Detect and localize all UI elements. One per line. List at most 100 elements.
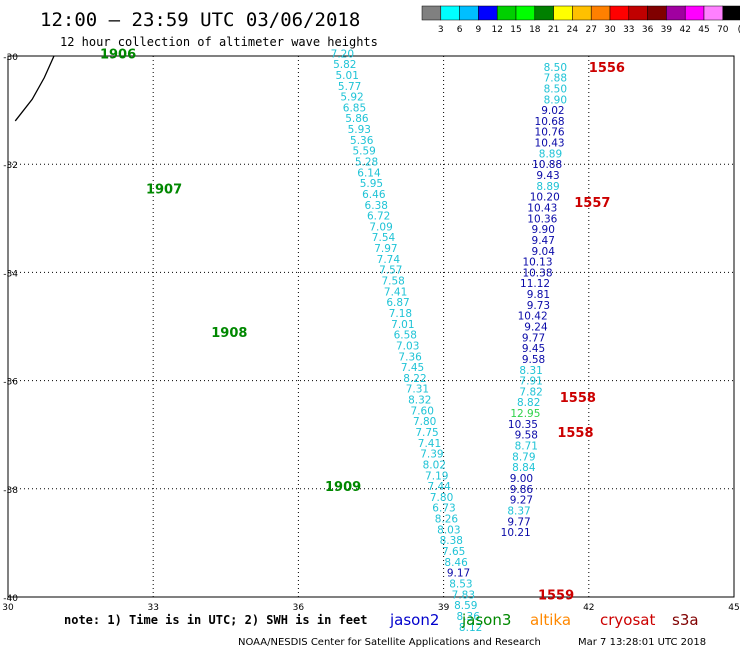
satellite-legend-cryosat: cryosat	[600, 611, 655, 629]
swh-value: 6.58	[394, 330, 417, 342]
swh-value: 6.38	[365, 200, 388, 212]
swh-value: 10.38	[522, 267, 552, 279]
swh-value: 5.77	[338, 81, 361, 93]
swh-value: 5.01	[336, 70, 359, 82]
satellite-legend-altika: altika	[530, 611, 571, 629]
y-tick-label: -36	[3, 378, 18, 388]
colorbar-label: 12	[491, 25, 502, 35]
swh-value: 7.83	[452, 589, 475, 601]
colorbar-label: 9	[476, 25, 482, 35]
swh-value: 10.20	[530, 192, 560, 204]
swh-value: 8.02	[423, 459, 446, 471]
satellite-tracks: 7.205.825.015.775.926.855.865.935.365.59…	[100, 47, 625, 633]
swh-value: 7.01	[391, 319, 414, 331]
swh-value: 8.22	[403, 373, 426, 385]
colorbar-label: 36	[642, 25, 654, 35]
pass-label: 1558	[560, 391, 596, 406]
swh-value: 5.93	[348, 124, 371, 136]
y-tick-label: -30	[3, 53, 18, 63]
swh-value: 11.12	[520, 278, 550, 290]
x-tick-label: 36	[293, 603, 305, 613]
pass-label: 1907	[146, 183, 182, 198]
colorbar-label: 42	[679, 25, 690, 35]
chart-subtitle: 12 hour collection of altimeter wave hei…	[60, 35, 378, 49]
colorbar-swatch	[609, 5, 630, 21]
swh-value: 10.76	[535, 127, 565, 139]
pass-label: 1559	[538, 588, 574, 603]
swh-value: 8.38	[440, 535, 463, 547]
chart-title: 12:00 – 23:59 UTC 03/06/2018	[40, 9, 360, 31]
swh-value: 9.45	[522, 343, 545, 355]
colorbar-label: 24	[567, 25, 579, 35]
swh-value: 8.59	[454, 600, 477, 612]
x-tick-label: 33	[147, 603, 158, 613]
swh-value: 7.18	[389, 308, 412, 320]
coastline	[14, 55, 55, 122]
axes: 30 33 36 39 42 45 -30 -32 -34 -36 -38 -40	[2, 53, 739, 613]
swh-value: 6.87	[386, 297, 409, 309]
swh-value: 7.74	[377, 254, 401, 266]
swh-value: 10.42	[518, 311, 548, 323]
x-tick-label: 45	[728, 603, 739, 613]
colorbar-label: 30	[604, 25, 616, 35]
colorbar-swatch	[478, 5, 498, 21]
swh-value: 7.20	[331, 48, 354, 60]
swh-value: 9.77	[522, 332, 545, 344]
swh-value: 9.00	[510, 473, 533, 485]
swh-value: 8.03	[437, 524, 460, 536]
swh-value: 9.90	[532, 224, 555, 236]
swh-value: 9.17	[447, 568, 470, 580]
swh-value: 8.31	[519, 365, 542, 377]
pass-label: 1906	[100, 47, 136, 62]
swh-value: 8.26	[435, 514, 459, 526]
swh-value: 7.03	[396, 340, 419, 352]
swh-value: 8.50	[544, 62, 567, 74]
swh-value: 7.88	[544, 73, 567, 85]
swh-value: 8.71	[515, 441, 538, 453]
colorbar-label: 45	[698, 25, 709, 35]
swh-value: 9.02	[541, 105, 564, 117]
colorbar-label: 15	[510, 25, 521, 35]
swh-value: 7.80	[413, 416, 436, 428]
swh-value: 5.95	[360, 178, 383, 190]
swh-value: 7.60	[411, 405, 434, 417]
generated-time: Mar 7 13:28:01 UTC 2018	[578, 637, 706, 648]
swh-value: 7.45	[401, 362, 424, 374]
satellite-legend-s3a: s3a	[672, 611, 699, 629]
y-tick-label: -34	[3, 269, 18, 279]
swh-value: 5.36	[350, 135, 374, 147]
swh-value: 8.37	[507, 505, 530, 517]
swh-value: 10.36	[527, 213, 557, 225]
coastline-line	[14, 55, 55, 122]
swh-value: 7.82	[519, 386, 542, 398]
swh-value: 6.14	[357, 167, 381, 179]
swh-value: 8.82	[517, 397, 540, 409]
colorbar-swatch	[572, 5, 592, 21]
swh-value: 7.65	[442, 546, 465, 558]
y-tick-label: -40	[3, 594, 18, 604]
plot-frame	[7, 55, 735, 598]
swh-value: 5.82	[333, 59, 356, 71]
swh-value: 9.58	[522, 354, 545, 366]
swh-value: 5.59	[352, 146, 375, 158]
pass-label: 1556	[589, 61, 625, 76]
swh-value: 10.21	[501, 527, 531, 539]
x-tick-label: 30	[2, 603, 14, 613]
pass-label: 1909	[325, 480, 361, 495]
pass-label: 1908	[211, 326, 247, 341]
colorbar-label: 18	[529, 25, 541, 35]
swh-value: 12.95	[510, 408, 540, 420]
colorbar-swatch	[534, 5, 554, 21]
x-tick-label: 39	[438, 603, 450, 613]
swh-value: 7.75	[415, 427, 438, 439]
swh-value: 10.68	[535, 116, 565, 128]
swh-value: 8.46	[444, 557, 468, 569]
colorbar-label: 70	[717, 25, 729, 35]
swh-value: 7.19	[425, 470, 448, 482]
swh-value: 10.43	[527, 202, 557, 214]
swh-value: 5.28	[355, 156, 378, 168]
swh-value: 7.58	[381, 276, 404, 288]
